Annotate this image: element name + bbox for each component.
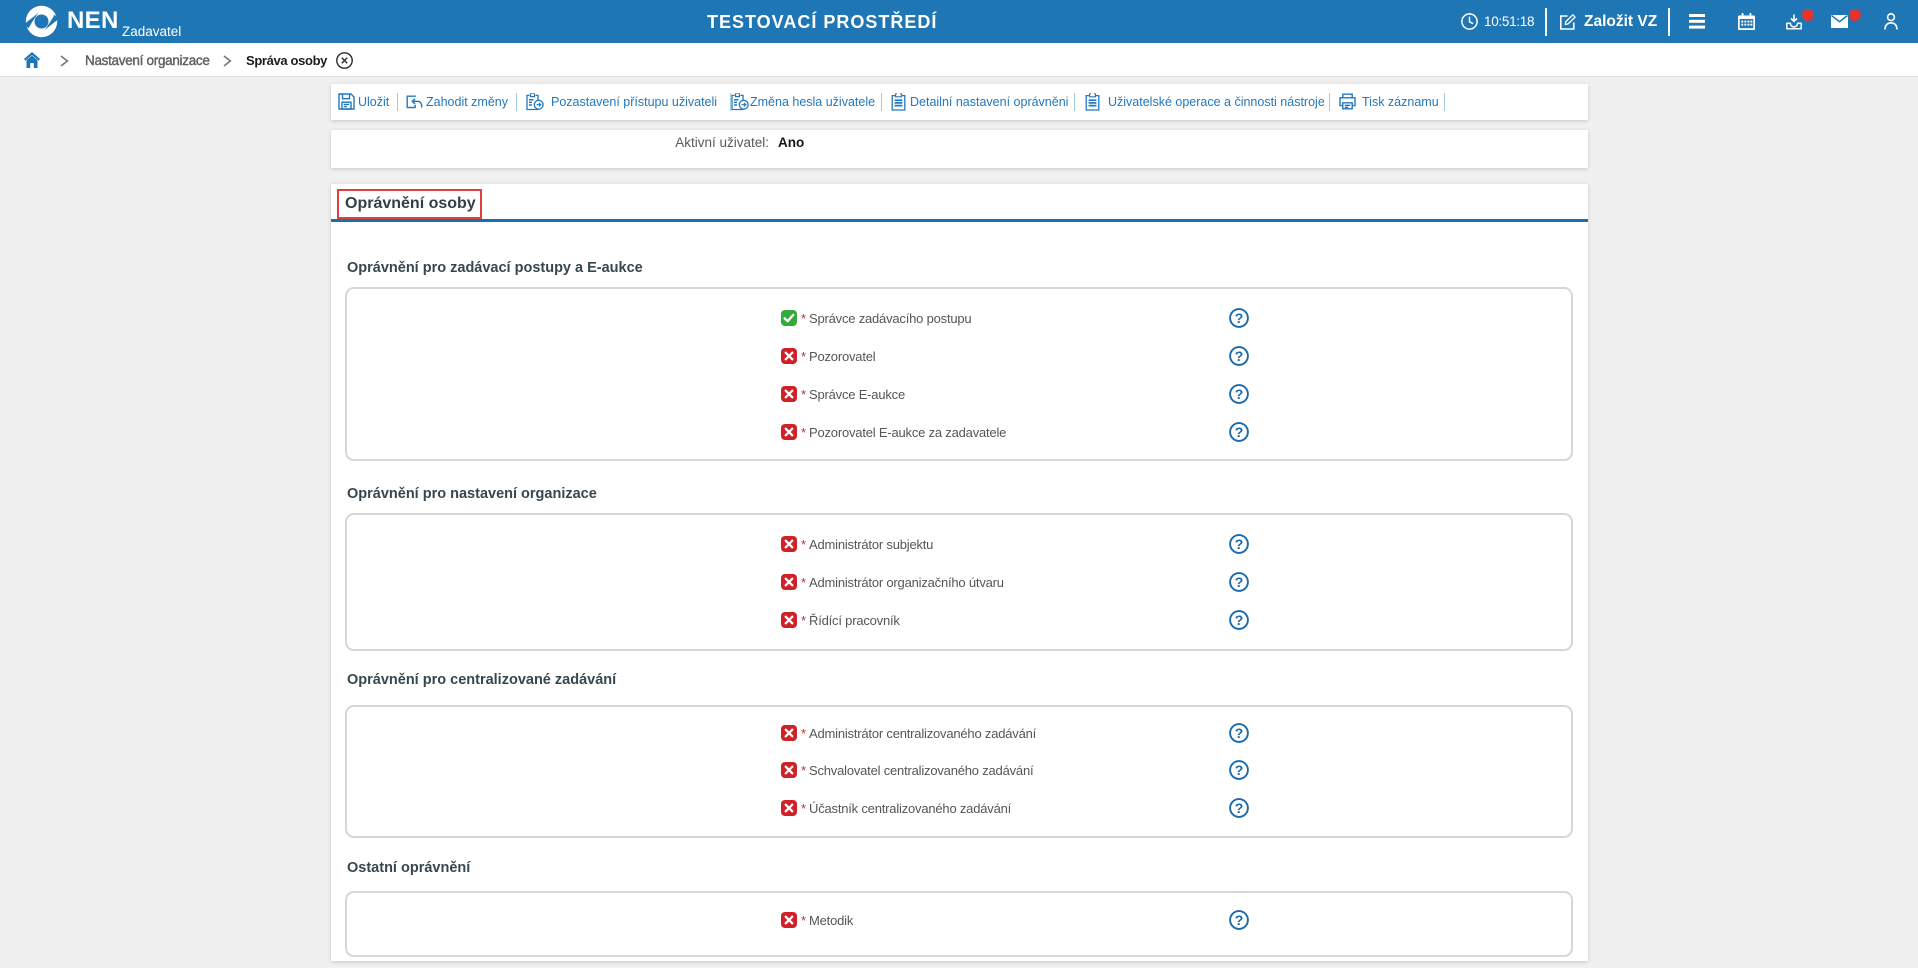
svg-text:?: ? [1235,348,1244,364]
svg-text:?: ? [1235,310,1244,326]
svg-text:?: ? [1235,536,1244,552]
svg-text:?: ? [1235,612,1244,628]
svg-text:?: ? [1235,386,1244,402]
svg-text:?: ? [1235,574,1244,590]
svg-text:?: ? [1235,725,1244,741]
svg-text:?: ? [1235,762,1244,778]
svg-text:?: ? [1235,424,1244,440]
svg-text:?: ? [1235,800,1244,816]
svg-text:?: ? [1235,912,1244,928]
